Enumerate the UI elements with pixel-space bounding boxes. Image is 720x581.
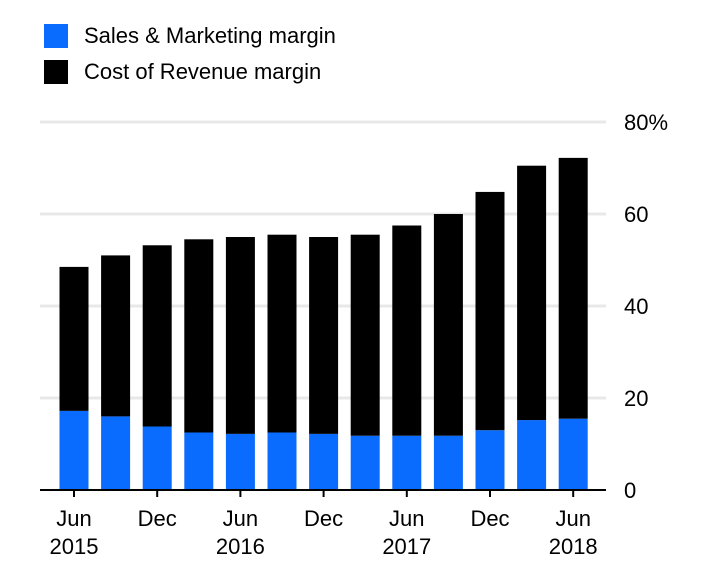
bar-sales-marketing-0 <box>59 410 89 490</box>
y-tick-label-40: 40 <box>624 294 648 319</box>
bar-sales-marketing-3 <box>184 432 214 490</box>
bar-cost-of-revenue-4 <box>225 237 255 434</box>
x-tick-label-8: Jun <box>389 506 424 531</box>
bar-cost-of-revenue-6 <box>309 237 339 434</box>
x-tick-year-12: 2018 <box>549 534 598 559</box>
bar-sales-marketing-9 <box>433 435 463 490</box>
legend-label-cost-of-revenue: Cost of Revenue margin <box>84 59 322 84</box>
bar-cost-of-revenue-5 <box>267 234 297 433</box>
bar-cost-of-revenue-1 <box>101 255 131 417</box>
legend-item-sales-marketing: Sales & Marketing margin <box>44 18 336 54</box>
bar-cost-of-revenue-12 <box>558 157 588 419</box>
x-tick-label-4: Jun <box>223 506 258 531</box>
bar-sales-marketing-5 <box>267 432 297 490</box>
bar-cost-of-revenue-0 <box>59 266 89 411</box>
chart-legend: Sales & Marketing margin Cost of Revenue… <box>44 18 336 90</box>
bar-sales-marketing-10 <box>475 430 505 490</box>
y-tick-label-0: 0 <box>624 478 636 503</box>
bar-cost-of-revenue-11 <box>517 165 547 421</box>
bar-cost-of-revenue-2 <box>142 245 172 427</box>
legend-label-sales-marketing: Sales & Marketing margin <box>84 23 336 48</box>
bar-cost-of-revenue-7 <box>350 234 380 436</box>
bar-sales-marketing-12 <box>558 418 588 490</box>
x-tick-year-8: 2017 <box>382 534 431 559</box>
legend-swatch-sales-marketing <box>44 24 68 48</box>
y-tick-label-80: 80% <box>624 110 668 135</box>
x-tick-year-0: 2015 <box>50 534 99 559</box>
x-tick-label-2: Dec <box>138 506 177 531</box>
x-tick-label-0: Jun <box>56 506 91 531</box>
bar-cost-of-revenue-10 <box>475 191 505 431</box>
bar-sales-marketing-4 <box>225 433 255 490</box>
bar-sales-marketing-1 <box>101 416 131 490</box>
bar-cost-of-revenue-3 <box>184 239 214 433</box>
bars <box>59 157 588 490</box>
bar-sales-marketing-2 <box>142 426 172 490</box>
tick-labels: 0 20 40 60 80% Jun 2015 Dec Jun 2016 Dec Jun 2017 Dec… <box>50 110 669 559</box>
bar-sales-marketing-6 <box>309 433 339 490</box>
legend-swatch-cost-of-revenue <box>44 60 68 84</box>
x-tick-label-6: Dec <box>304 506 343 531</box>
legend-item-cost-of-revenue: Cost of Revenue margin <box>44 54 336 90</box>
axes <box>40 489 606 497</box>
y-tick-label-60: 60 <box>624 202 648 227</box>
bar-sales-marketing-11 <box>517 420 547 490</box>
bar-cost-of-revenue-9 <box>433 214 463 436</box>
bar-sales-marketing-8 <box>392 435 422 490</box>
bar-sales-marketing-7 <box>350 435 380 490</box>
x-tick-label-12: Jun <box>555 506 590 531</box>
x-tick-label-10: Dec <box>470 506 509 531</box>
x-tick-year-4: 2016 <box>216 534 265 559</box>
bar-cost-of-revenue-8 <box>392 225 422 436</box>
y-tick-label-20: 20 <box>624 386 648 411</box>
